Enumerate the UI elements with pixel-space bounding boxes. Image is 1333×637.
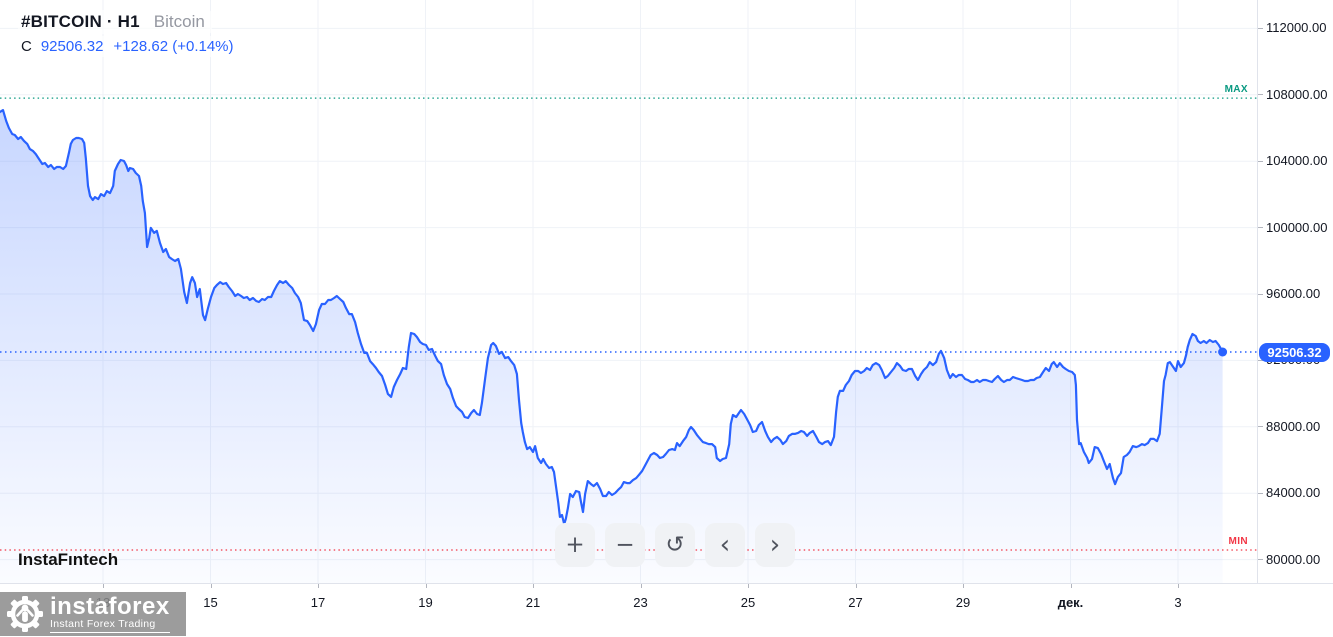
price-axis-tick xyxy=(1258,359,1263,361)
time-axis-label: 27 xyxy=(848,595,863,610)
symbol-description: Bitcoin xyxy=(153,12,205,31)
time-axis-tick xyxy=(1178,584,1179,588)
price-axis-tick xyxy=(1258,559,1263,561)
zoom-out-button[interactable]: − xyxy=(605,523,645,567)
price-axis-label: 108000.00 xyxy=(1266,86,1328,102)
time-axis-tick xyxy=(533,584,534,588)
time-axis-label: 29 xyxy=(955,595,971,610)
legend-values-row: C 92506.32 +128.62 (+0.14%) xyxy=(18,36,241,57)
price-axis-tick xyxy=(1258,293,1263,295)
price-axis-tick xyxy=(1258,27,1263,29)
time-axis-tick xyxy=(748,584,749,588)
price-axis-label: 88000.00 xyxy=(1266,418,1321,434)
min-label: MIN xyxy=(1228,536,1248,547)
time-axis-tick xyxy=(425,584,427,588)
pan-left-button[interactable]: ‹ xyxy=(705,523,745,567)
price-axis-tick xyxy=(1258,492,1263,494)
time-axis-label: 19 xyxy=(418,595,433,610)
logo-tagline: Instant Forex Trading xyxy=(50,618,170,633)
time-axis-label: 17 xyxy=(310,595,326,610)
time-axis-label: дек. xyxy=(1057,595,1084,610)
price-axis-label: 96000.00 xyxy=(1266,286,1321,301)
time-axis-tick xyxy=(640,584,642,588)
zoom-in-button[interactable]: + xyxy=(555,523,595,567)
price-axis-label: 104000.00 xyxy=(1266,153,1328,169)
close-price: 92506.32 xyxy=(40,38,104,55)
time-axis-label: 23 xyxy=(633,595,648,610)
legend-title-row: #BITCOIN · H1 Bitcoin xyxy=(18,10,212,34)
instaforex-logo: instaforex Instant Forex Trading xyxy=(0,592,186,636)
pan-right-button[interactable]: › xyxy=(755,523,795,567)
time-axis[interactable]: 131517192123252729дек.3 xyxy=(0,583,1333,637)
time-axis-tick xyxy=(963,584,964,588)
price-axis[interactable]: 92506.32 112000.00 108000.00 104000.00 1000… xyxy=(1257,0,1333,583)
price-axis-label: 112000.00 xyxy=(1266,20,1327,36)
time-axis-tick xyxy=(103,584,104,588)
logo-text: instaforex Instant Forex Trading xyxy=(50,592,170,633)
instaforex-gear-icon xyxy=(7,596,43,632)
current-price-badge: 92506.32 xyxy=(1259,342,1330,362)
reset-view-button[interactable]: ↺ xyxy=(655,523,695,567)
chart-legend: #BITCOIN · H1 Bitcoin C 92506.32 +128.62 (+… xyxy=(18,10,241,57)
symbol-title: #BITCOIN · H1 xyxy=(21,12,140,31)
time-axis-label: 25 xyxy=(740,595,756,610)
logo-brand: instaforex xyxy=(50,592,170,620)
price-change: +128.62 (+0.14%) xyxy=(113,38,234,55)
time-axis-tick xyxy=(318,584,319,588)
max-label: MAX xyxy=(1224,84,1248,95)
price-axis-tick xyxy=(1258,426,1263,428)
chart-toolbar: + − ↺ ‹ › xyxy=(555,523,795,567)
price-axis-label: 100000.00 xyxy=(1266,219,1328,235)
price-chart[interactable] xyxy=(0,0,1257,583)
time-axis-tick xyxy=(855,584,857,588)
price-axis-tick xyxy=(1258,227,1263,229)
close-label: C xyxy=(21,38,32,55)
plot-area[interactable]: #BITCOIN · H1 Bitcoin C 92506.32 +128.62 (+… xyxy=(0,0,1257,583)
time-axis-tick xyxy=(210,584,212,588)
price-axis-label: 84000.00 xyxy=(1266,485,1321,501)
price-axis-tick xyxy=(1258,160,1263,162)
time-axis-tick xyxy=(1070,584,1072,588)
price-axis-label: 80000.00 xyxy=(1266,551,1321,567)
time-axis-label: 15 xyxy=(203,595,218,610)
time-axis-label: 21 xyxy=(525,595,541,610)
price-axis-tick xyxy=(1258,94,1263,96)
time-axis-label: 3 xyxy=(1174,595,1182,610)
instafintech-watermark: InstaFıntech xyxy=(18,550,119,569)
